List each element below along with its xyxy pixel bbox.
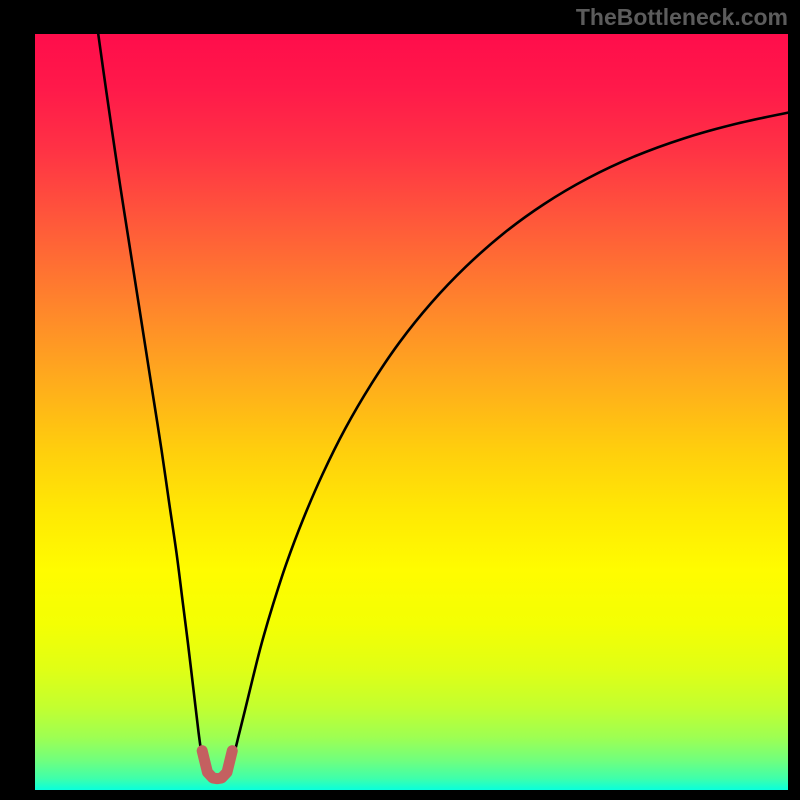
vertex-marker [202,751,232,779]
curve-left [98,34,207,772]
curve-layer [0,0,800,800]
watermark-text: TheBottleneck.com [576,4,788,31]
curve-right [227,113,788,773]
chart-container: TheBottleneck.com [0,0,800,800]
